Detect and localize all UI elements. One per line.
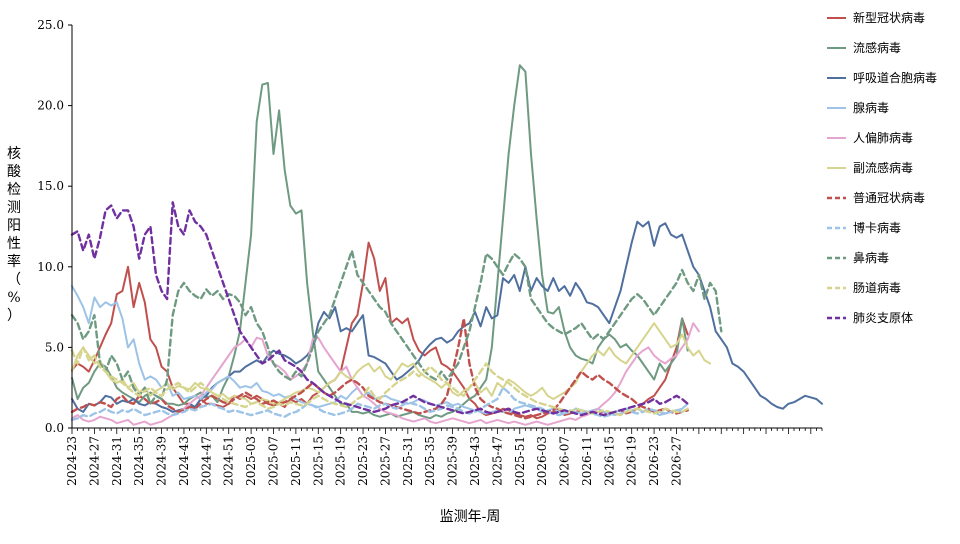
series-line-1 — [71, 64, 689, 420]
legend: 新型冠状病毒流感病毒呼吸道合胞病毒腺病毒人偏肺病毒副流感病毒普通冠状病毒博卡病毒… — [827, 10, 937, 325]
x-tick-label: 2024-23 — [65, 436, 79, 486]
x-tick-label: 2024-43 — [177, 436, 191, 486]
legend-label-6: 普通冠状病毒 — [853, 190, 925, 205]
x-tick-label: 2025-27 — [378, 436, 392, 486]
x-tick-label: 2026-15 — [602, 436, 616, 486]
x-tick-label: 2026-19 — [625, 436, 639, 486]
y-axis-title: 核酸检测阳性率（%） — [7, 146, 21, 324]
legend-label-10: 肺炎支原体 — [853, 311, 913, 325]
x-tick-label: 2024-39 — [155, 436, 169, 486]
x-axis-title: 监测年-周 — [440, 509, 501, 525]
x-tick-label: 2025-19 — [334, 436, 348, 486]
series-line-5 — [71, 322, 712, 405]
x-tick-label: 2025-35 — [423, 436, 437, 486]
x-tick-label: 2024-31 — [110, 436, 124, 486]
x-tick-label: 2025-15 — [311, 436, 325, 486]
x-tick-label: 2024-27 — [87, 436, 101, 486]
legend-label-3: 腺病毒 — [853, 100, 889, 115]
series-line-8 — [70, 249, 723, 405]
legend-label-0: 新型冠状病毒 — [853, 10, 925, 25]
x-tick-label: 2025-07 — [266, 436, 280, 486]
x-tick-label: 2024-47 — [199, 436, 213, 486]
x-tick-label: 2025-23 — [356, 436, 370, 486]
axes — [71, 25, 822, 429]
x-tick-label: 2025-51 — [513, 436, 527, 486]
x-tick-label: 2025-43 — [468, 436, 482, 486]
x-tick-label: 2026-27 — [669, 436, 683, 486]
legend-label-1: 流感病毒 — [853, 40, 901, 55]
x-tick-label: 2026-03 — [535, 436, 549, 486]
y-tick-label: 20.0 — [37, 99, 64, 113]
x-tick-label: 2025-39 — [446, 436, 460, 486]
legend-label-5: 副流感病毒 — [853, 160, 913, 175]
x-tick-label: 2024-51 — [222, 436, 236, 486]
legend-label-2: 呼吸道合胞病毒 — [853, 70, 937, 85]
x-axis-ticks: 2024-23 2024-27 2024-31 2024-35 2024-39 2024-… — [65, 428, 823, 486]
x-tick-label: 2026-11 — [580, 436, 594, 486]
y-tick-label: 5.0 — [45, 340, 64, 354]
x-tick-label: 2026-07 — [558, 436, 572, 486]
y-tick-label: 15.0 — [37, 179, 64, 193]
legend-label-7: 博卡病毒 — [853, 220, 901, 235]
series-line-2 — [71, 220, 823, 413]
x-tick-label: 2025-03 — [244, 436, 258, 486]
x-tick-label: 2025-31 — [401, 436, 415, 486]
legend-label-8: 鼻病毒 — [853, 250, 889, 265]
y-axis-ticks: 0.0 5.0 10.0 15.0 20.0 25.0 — [37, 18, 72, 435]
x-tick-label: 2024-35 — [132, 436, 146, 486]
y-tick-label: 25.0 — [37, 18, 64, 32]
legend-label-9: 肠道病毒 — [853, 280, 901, 295]
x-tick-label: 2025-47 — [490, 436, 504, 486]
y-tick-label: 0.0 — [45, 421, 64, 435]
series-line-10 — [70, 201, 689, 417]
x-tick-label: 2026-23 — [647, 436, 661, 486]
series-line-6 — [70, 317, 689, 420]
legend-label-4: 人偏肺病毒 — [853, 130, 913, 145]
series-layer — [70, 64, 823, 426]
series-line-9 — [70, 346, 689, 417]
y-tick-label: 10.0 — [37, 260, 64, 274]
x-tick-label: 2025-11 — [289, 436, 303, 486]
